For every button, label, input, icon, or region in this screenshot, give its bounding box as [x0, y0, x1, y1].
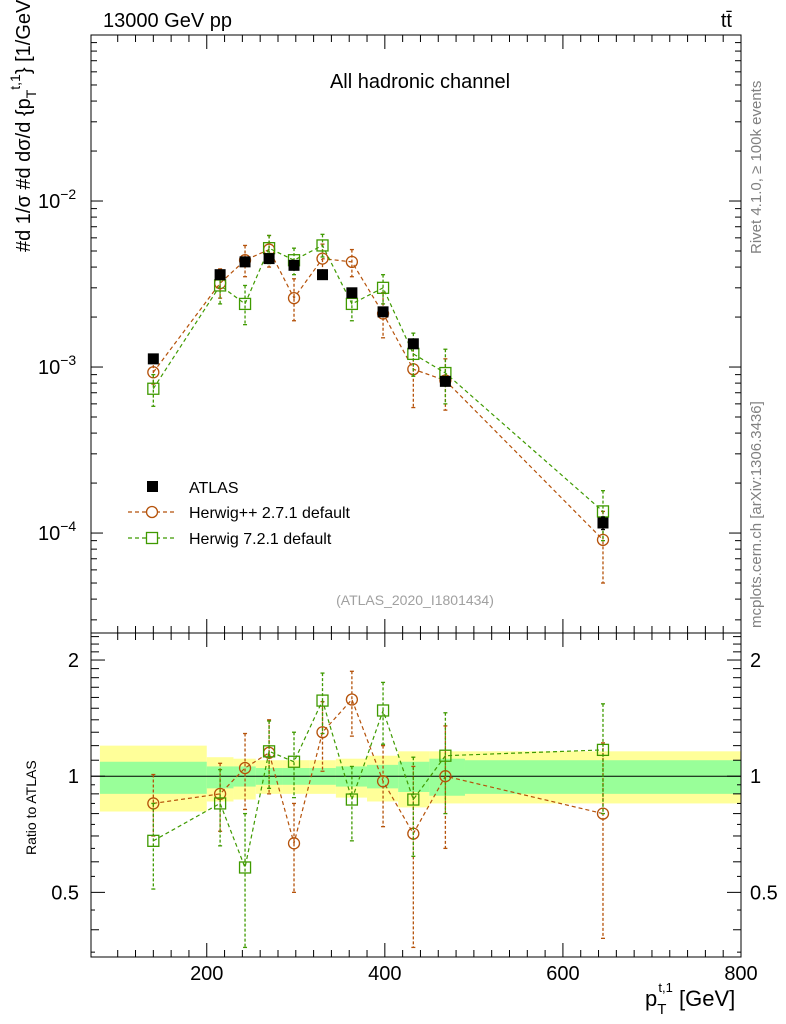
legend-marker-herwigpp: [145, 505, 159, 519]
main-series-atlas-point: [597, 517, 609, 529]
main-y-tick-label: 10−2: [38, 186, 76, 213]
main-series-atlas-point: [377, 306, 389, 318]
ratio-series-herwig-7-2-1-default: [147, 672, 610, 949]
ratio-y-tick-label-right: 2: [750, 650, 761, 672]
ratio-series-herwig-7-2-1-default-point: [287, 755, 301, 768]
main-series-atlas-point: [407, 338, 419, 350]
ratio-series-herwig-2-7-1-default-point: [596, 807, 610, 820]
ratio-ylabel: Ratio to ATLAS: [23, 760, 39, 855]
main-series-atlas-point: [439, 375, 451, 387]
legend: ATLAS Herwig++ 2.7.1 default Herwig 7.2.…: [128, 480, 351, 548]
ratio-series-herwig-7-2-1-default-point: [345, 793, 359, 806]
main-series-atlas-point: [214, 269, 226, 281]
ratio-series-herwig-7-2-1-default-point: [262, 745, 276, 758]
x-axis-label: pTt,1 [GeV]: [645, 980, 735, 1018]
ratio-y-tick-label: 0.5: [51, 882, 79, 904]
main-series-atlas-point: [147, 353, 159, 365]
ratio-y-tick-label-right: 1: [750, 766, 761, 788]
ratio-series-herwig-7-2-1-default-point: [147, 834, 160, 847]
source-label: mcplots.cern.ch [arXiv:1306.3436]: [748, 401, 765, 628]
main-ylabel: #d 1/σ #d dσ/d {pTt,1} [1/GeV]: [7, 0, 39, 252]
ratio-frame: [90, 632, 742, 958]
main-series-herwig-7-2-1-default-point: [345, 297, 359, 311]
ratio-y-tick-label: 2: [68, 650, 79, 672]
legend-marker-herwig7: [145, 531, 159, 545]
main-series-herwig-2-7-1-default-point: [345, 255, 359, 269]
main-series-atlas-point: [346, 287, 358, 299]
ratio-band-inner: [99, 761, 207, 794]
ratio-series-herwig-2-7-1-default-point: [213, 787, 227, 801]
ratio-y-tick-label-right: 0.5: [750, 882, 778, 904]
ratio-series-herwig-2-7-1-default-point: [238, 761, 252, 775]
ratio-axes: 0.5 0.5 1 1 2 2 200 400 600 800: [51, 633, 778, 985]
ratio-y-tick-label: 1: [68, 766, 79, 788]
x-tick-label: 600: [546, 963, 579, 985]
ratio-series-herwig-2-7-1-default-point: [287, 837, 301, 850]
main-plot-content: [147, 233, 610, 584]
ratio-series-herwig-7-2-1-default-point: [407, 793, 420, 806]
main-panel: All hadronic channel (ATLAS_2020_I180143…: [38, 34, 742, 634]
main-series-atlas: [147, 253, 609, 531]
legend-marker-atlas: [147, 481, 158, 492]
main-series-herwig-2-7-1-default-point: [316, 252, 329, 265]
main-series-herwig-2-7-1-default-point: [147, 366, 160, 379]
legend-label-herwig7: Herwig 7.2.1 default: [189, 531, 332, 548]
main-series-herwig-2-7-1-default-point: [287, 291, 301, 305]
legend-label-herwigpp: Herwig++ 2.7.1 default: [189, 505, 351, 522]
main-series-herwig-2-7-1-default-line: [152, 248, 604, 541]
ratio-series-herwig-7-2-1-default-point: [213, 797, 227, 810]
main-y-tick-label: 10−4: [38, 518, 76, 545]
ratio-series-herwig-7-2-1-default-point: [439, 749, 452, 762]
ratio-series-herwig-2-7-1-default-point: [345, 693, 359, 706]
process-label: tt̄: [721, 10, 733, 32]
main-title: All hadronic channel: [330, 71, 510, 93]
main-series-herwig-7-2-1-default-point: [238, 297, 252, 311]
ratio-series-herwig-7-2-1-default-point: [596, 743, 610, 757]
rivet-label: Rivet 4.1.0, ≥ 100k events: [748, 81, 765, 254]
x-tick-label: 200: [190, 963, 223, 985]
energy-label: 13000 GeV pp: [103, 10, 232, 32]
main-series-atlas-point: [317, 269, 329, 281]
ratio-plot-content: [91, 670, 741, 949]
ratio-series-herwig-7-2-1-default-point: [316, 694, 329, 707]
main-series-herwig-7-2-1-default-point: [316, 239, 329, 252]
main-series-atlas-point: [263, 253, 275, 265]
main-y-axis: 10−4 10−3 10−2: [38, 34, 742, 633]
x-tick-label: 400: [368, 963, 401, 985]
ratio-series-herwig-2-7-1-default-line: [153, 698, 604, 846]
main-series-herwig-7-2-1-default-point: [147, 382, 160, 395]
main-series-herwig-2-7-1-default-point: [596, 533, 610, 546]
ratio-series-herwig-2-7-1-default-point: [376, 775, 390, 788]
legend-label-atlas: ATLAS: [189, 480, 239, 497]
x-tick-label: 800: [724, 963, 757, 985]
ratio-band-inner: [429, 758, 465, 796]
main-series-herwig-7-2-1-default-point: [376, 281, 390, 294]
main-series-atlas-point: [288, 259, 300, 271]
ratio-panel: 0.5 0.5 1 1 2 2 200 400 600 800: [51, 632, 778, 985]
main-series-atlas-point: [239, 256, 251, 268]
ratio-series-herwig-2-7-1-default-point: [316, 726, 329, 739]
analysis-label: (ATLAS_2020_I1801434): [336, 592, 494, 608]
ratio-series-herwig-7-2-1-default-point: [238, 861, 252, 874]
ratio-series-herwig-7-2-1-default-point: [376, 704, 390, 717]
main-y-tick-label: 10−3: [38, 352, 76, 379]
